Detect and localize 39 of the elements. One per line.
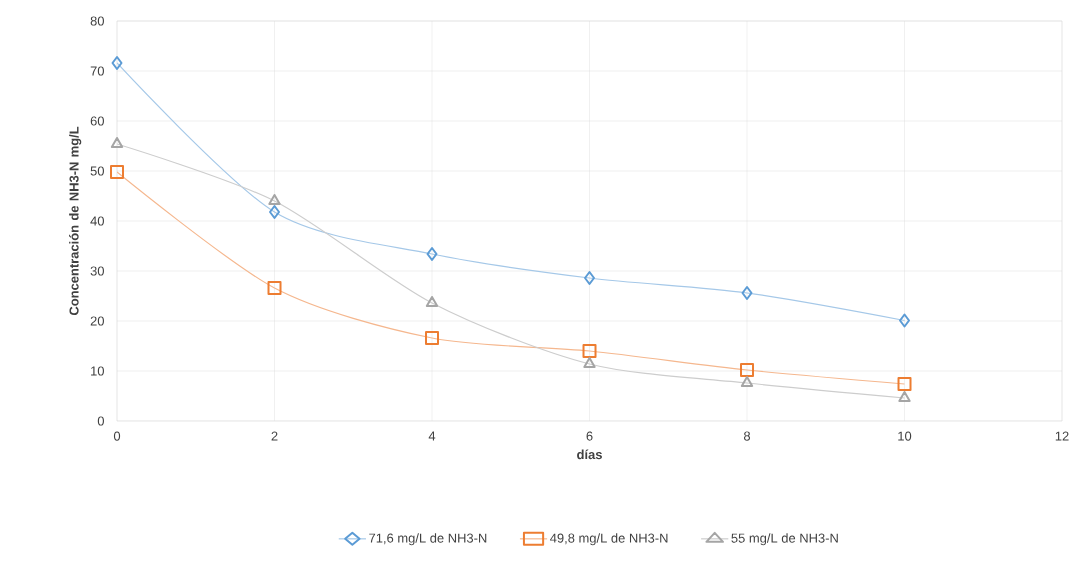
y-tick-label: 70: [90, 66, 104, 76]
point: [425, 295, 439, 307]
point: [425, 330, 440, 345]
y-tick-label: 10: [91, 366, 104, 376]
x-tick-label: 12: [1055, 431, 1069, 441]
point: [741, 285, 753, 300]
y-tick-label: 50: [90, 166, 104, 176]
x-tick-label: 10: [898, 431, 912, 441]
y-tick-label: 20: [90, 316, 104, 326]
point: [898, 390, 911, 402]
y-tick-label: 60: [90, 116, 104, 126]
y-tick-label: 0: [97, 416, 104, 426]
point: [110, 136, 124, 148]
y-tick-label: 40: [90, 216, 104, 226]
x-tick-label: 8: [743, 431, 751, 441]
point: [269, 204, 281, 219]
legend-label: 71,6 mg/L de NH3-N: [369, 533, 487, 546]
y-tick-label: 80: [90, 16, 104, 26]
point: [740, 362, 755, 377]
point: [426, 246, 438, 261]
y-tick-label: 30: [90, 266, 104, 276]
x-tick-label: 6: [586, 431, 593, 441]
x-axis-title: días: [577, 449, 602, 460]
point: [897, 376, 912, 391]
point: [110, 164, 125, 179]
legend-label: 55 mg/L de NH3-N: [731, 533, 838, 546]
point: [111, 56, 123, 70]
point: [267, 280, 282, 295]
legend-label: 49,8 mg/L de NH3-N: [550, 533, 668, 546]
x-tick-label: 0: [113, 431, 121, 441]
point: [582, 343, 597, 358]
x-tick-label: 4: [428, 431, 436, 441]
point: [740, 375, 754, 387]
point: [268, 193, 281, 205]
point: [899, 313, 911, 328]
x-tick-label: 2: [271, 431, 278, 441]
point: [584, 270, 596, 285]
point: [583, 356, 596, 368]
y-axis-title: Concentración de NH3-N mg/L: [69, 126, 82, 316]
